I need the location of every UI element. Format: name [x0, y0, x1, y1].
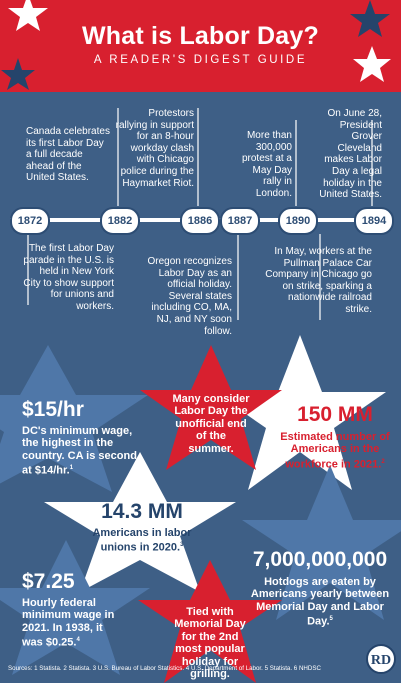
star-icon	[350, 0, 390, 37]
fact-value: $15/hr	[22, 398, 84, 421]
star-icon	[44, 452, 236, 592]
fact-hotdogs: 7,000,000,000 Hotdogs are eaten by Ameri…	[244, 548, 396, 628]
year-badge: 1894	[354, 207, 394, 235]
year-badge: 1887	[220, 207, 260, 235]
event-1886: Protestors rallying in support for an 8-…	[115, 108, 194, 189]
event-1872: Canada celebrates its first Labor Day a …	[26, 126, 110, 184]
event-1894-pullman: In May, workers at the Pullman Palace Ca…	[265, 246, 372, 315]
fact-value: 150 MM	[297, 403, 373, 426]
event-1882: The first Labor Day parade in the U.S. i…	[23, 243, 114, 312]
year-badge: 1882	[100, 207, 140, 235]
fact-dc-wage: $15/hr DC's minimum wage, the highest in…	[22, 398, 142, 477]
footnote-ref: 4	[76, 637, 80, 644]
star-icon	[138, 560, 282, 683]
star-icon	[353, 46, 391, 82]
fact-value: 14.3 MM	[101, 500, 183, 523]
star-icon	[140, 345, 282, 470]
fact-workforce: 150 MM Estimated number of Americans in …	[276, 403, 394, 471]
fact-unions: 14.3 MM Americans in labor unions in 202…	[92, 500, 192, 554]
footnote-ref: 1	[69, 465, 74, 472]
year-badge: 1872	[10, 207, 50, 235]
star-icon	[1, 58, 35, 90]
page-title: What is Labor Day?	[82, 22, 319, 50]
star-icon	[214, 335, 386, 490]
event-1894: On June 28, President Grover Cleveland m…	[319, 108, 382, 201]
sources-footnote: Sources: 1 Statista. 2 Statista. 3 U.S. …	[8, 665, 321, 672]
star-icon	[0, 540, 150, 675]
footnote-ref: 5	[329, 616, 333, 623]
fact-text: Estimated number of Americans in the wor…	[280, 431, 390, 471]
fact-text: Americans in labor unions in 2020.	[92, 527, 192, 555]
event-1887: More than 300,000 protest at a May Day r…	[241, 130, 292, 199]
fact-value: 7,000,000,000	[252, 548, 388, 571]
fact-text: DC's minimum wage, the highest in the co…	[22, 425, 137, 477]
footnote-ref: 3	[180, 542, 184, 549]
fact-text: Hourly federal minimum wage in 2021. In …	[22, 597, 115, 649]
fact-unofficial-end: Many consider Labor Day the unofficial e…	[172, 393, 250, 455]
star-icon	[8, 0, 48, 31]
year-badge: 1890	[278, 207, 318, 235]
rd-logo: RD	[366, 644, 396, 674]
footnote-ref: 2	[381, 458, 385, 465]
fact-value: $7.25	[22, 570, 75, 593]
fact-federal-wage: $7.25 Hourly federal minimum wage in 202…	[22, 570, 126, 649]
star-icon	[242, 465, 401, 620]
event-1887-oregon: Oregon recognizes Labor Day as an offici…	[147, 256, 233, 337]
star-icon	[0, 345, 148, 492]
fact-text: Hotdogs are eaten by Americans yearly be…	[250, 576, 390, 628]
year-badge: 1886	[180, 207, 220, 235]
fact-grilling: Tied with Memorial Day for the 2nd most …	[174, 606, 246, 681]
page-subtitle: A READER'S DIGEST GUIDE	[93, 54, 308, 66]
header-band	[0, 0, 401, 92]
